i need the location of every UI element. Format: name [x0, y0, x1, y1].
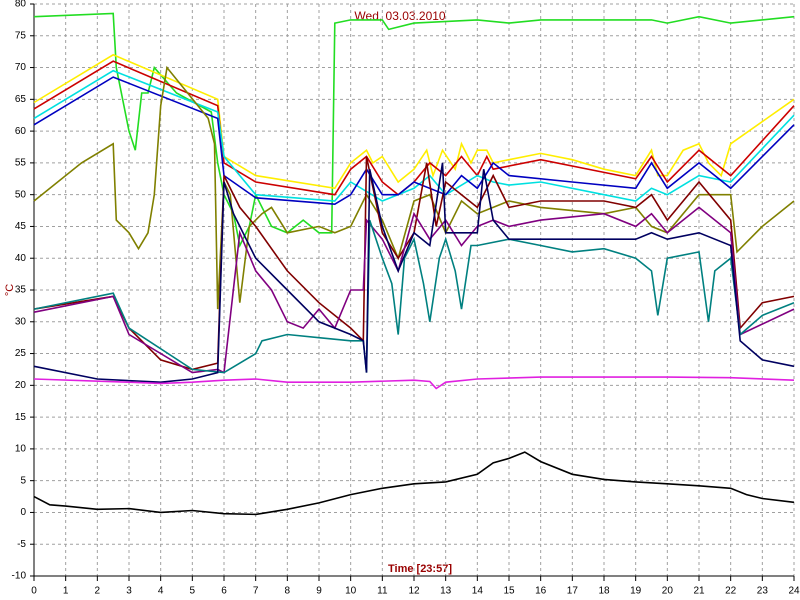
y-tick-label: 0	[20, 507, 26, 518]
x-tick-label: 18	[598, 586, 610, 597]
x-tick-label: 7	[253, 586, 259, 597]
x-tick-label: 9	[316, 586, 322, 597]
series-line	[33, 53, 795, 190]
y-tick-label: 5	[20, 475, 26, 486]
x-tick-label: 11	[377, 586, 388, 597]
y-tick-label: 30	[15, 316, 27, 327]
x-tick-label: 1	[63, 586, 69, 597]
series-line	[33, 65, 795, 310]
series-line	[33, 451, 795, 516]
series-line	[33, 76, 795, 206]
y-tick-label: -10	[12, 571, 27, 582]
x-tick-label: 21	[693, 586, 705, 597]
y-tick-label: 55	[15, 158, 27, 169]
series-line	[33, 162, 795, 384]
x-axis-label: Time [23:57]	[388, 563, 452, 575]
x-tick-label: 17	[567, 586, 579, 597]
series-line	[33, 219, 795, 374]
y-axis-label: °C	[4, 284, 16, 296]
x-tick-label: 16	[535, 586, 547, 597]
x-tick-label: 19	[630, 586, 642, 597]
y-tick-label: 50	[15, 189, 27, 200]
x-tick-label: 22	[725, 586, 737, 597]
x-tick-label: 3	[126, 586, 132, 597]
x-tick-label: 0	[31, 586, 37, 597]
x-tick-label: 15	[503, 586, 515, 597]
x-tick-label: 23	[757, 586, 769, 597]
x-tick-label: 20	[662, 586, 674, 597]
series-line	[33, 69, 795, 202]
x-tick-label: 5	[190, 586, 196, 597]
series-line	[33, 60, 795, 196]
x-tick-label: 4	[158, 586, 164, 597]
x-tick-label: 13	[440, 586, 452, 597]
x-tick-label: 24	[788, 586, 800, 597]
series-line	[33, 206, 795, 374]
y-tick-label: 25	[15, 348, 27, 359]
y-tick-label: 65	[15, 94, 27, 105]
y-tick-label: 15	[15, 412, 27, 423]
y-tick-label: 20	[15, 380, 27, 391]
x-tick-label: 8	[285, 586, 291, 597]
x-tick-label: 10	[345, 586, 357, 597]
y-tick-label: 75	[15, 30, 27, 41]
x-tick-label: 6	[221, 586, 227, 597]
y-tick-label: 60	[15, 126, 27, 137]
y-tick-label: 45	[15, 221, 27, 232]
y-tick-label: 40	[15, 253, 27, 264]
x-tick-label: 14	[472, 586, 484, 597]
y-tick-label: 35	[15, 285, 27, 296]
chart-title: Wed, 03.03.2010	[354, 9, 446, 23]
y-tick-label: 10	[15, 444, 27, 455]
y-tick-label: 70	[15, 62, 27, 73]
series-line	[33, 376, 795, 390]
y-tick-label: -5	[17, 539, 26, 550]
x-tick-label: 12	[408, 586, 420, 597]
y-tick-label: 80	[15, 0, 27, 10]
x-tick-label: 2	[95, 586, 101, 597]
